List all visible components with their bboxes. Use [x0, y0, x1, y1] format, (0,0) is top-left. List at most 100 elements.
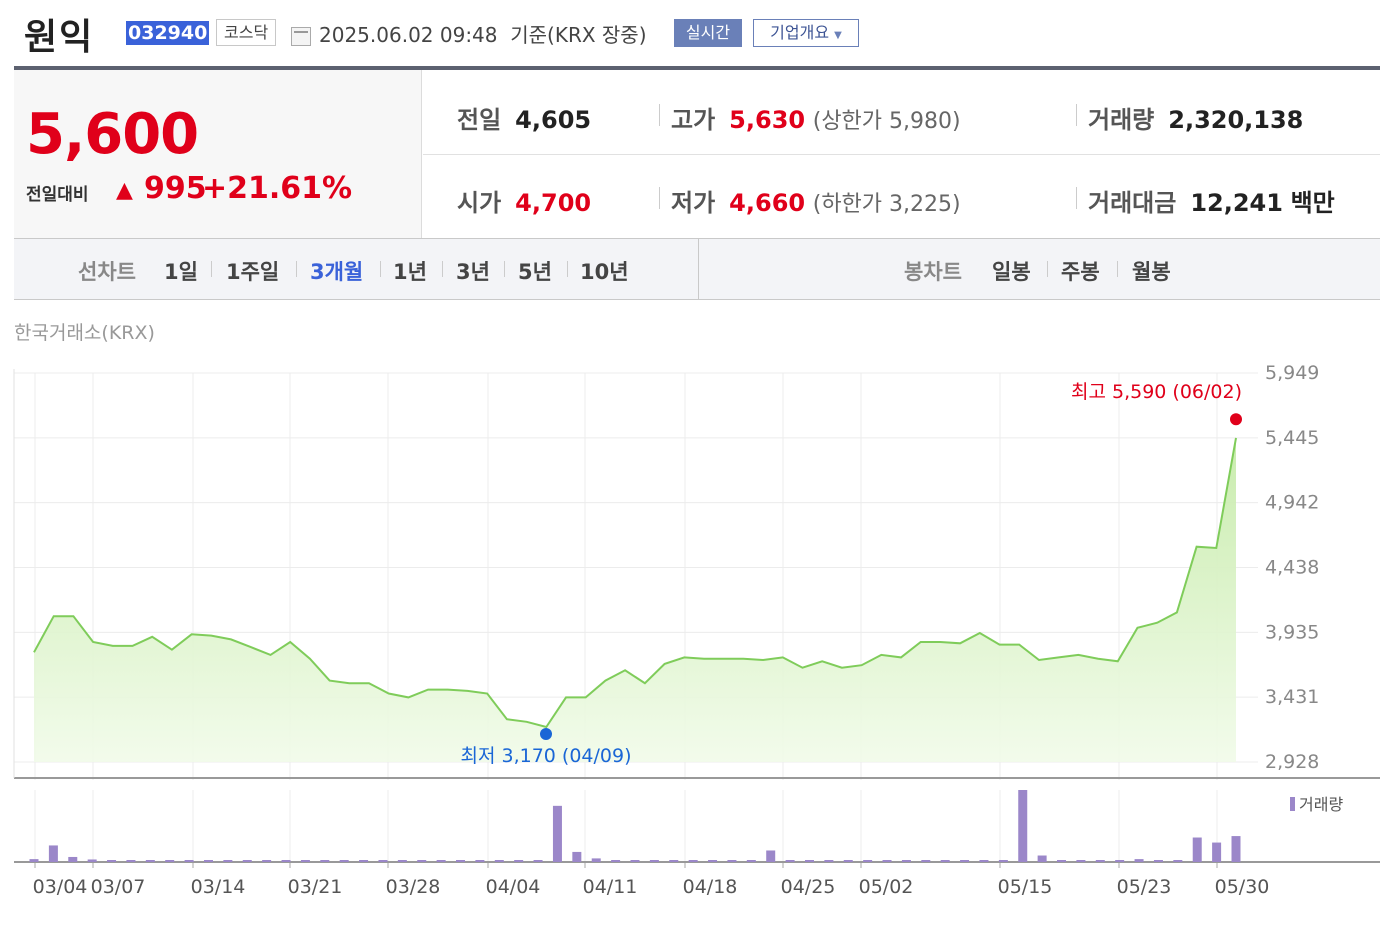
- tab-monthly[interactable]: 월봉: [1132, 260, 1171, 284]
- volume-bar: [1037, 855, 1047, 862]
- volume-bar: [766, 850, 776, 862]
- tab-5y[interactable]: 5년: [518, 260, 552, 284]
- prev-close: 전일 4,605: [457, 100, 591, 135]
- volume-bar: [708, 860, 718, 862]
- volume-bar: [68, 856, 78, 862]
- tab-1y[interactable]: 1년: [393, 260, 427, 284]
- tab-1w[interactable]: 1주일: [226, 260, 280, 284]
- volume-bar: [397, 860, 407, 862]
- amount-unit: 백만: [1290, 189, 1335, 217]
- volume-bar: [281, 860, 291, 862]
- amount-value: 12,241: [1190, 189, 1283, 217]
- volume-bar: [48, 845, 58, 862]
- tab-separator: [1047, 261, 1048, 277]
- price-tick-label: 3,431: [1265, 686, 1319, 708]
- volume-bar: [320, 860, 330, 862]
- volume-bar: [649, 860, 659, 862]
- volume-bar: [611, 860, 621, 862]
- low-label: 저가: [671, 189, 716, 217]
- tab-separator: [567, 261, 568, 277]
- volume-bar: [203, 860, 213, 862]
- tab-separator: [211, 261, 212, 277]
- up-arrow-icon: ▲: [116, 178, 133, 203]
- volume-legend-label: 거래량: [1299, 795, 1343, 814]
- volume-bars: [29, 790, 1241, 862]
- date-tick-label: 05/23: [1117, 876, 1172, 898]
- divider: [659, 187, 660, 209]
- tab-3m[interactable]: 3개월: [310, 260, 364, 284]
- tab-separator: [380, 261, 381, 277]
- tab-separator: [504, 261, 505, 277]
- volume-bar: [494, 860, 504, 862]
- volume-bar: [475, 860, 485, 862]
- volume-bar: [436, 860, 446, 862]
- volume-bar: [1173, 860, 1183, 862]
- price-tick-label: 5,949: [1265, 362, 1319, 384]
- volume-bar: [126, 860, 136, 862]
- price-box: 5,600 전일대비 ▲ 995 +21.61%: [14, 70, 422, 238]
- tab-weekly[interactable]: 주봉: [1061, 260, 1100, 284]
- prev-label: 전일: [457, 106, 502, 134]
- price-tick-label: 5,445: [1265, 427, 1319, 449]
- line-chart-label: 선차트: [78, 260, 136, 284]
- tab-separator: [296, 261, 297, 277]
- min-annotation: 최저 3,170 (04/09): [460, 745, 631, 767]
- date-tick-label: 05/30: [1215, 876, 1270, 898]
- date-tick-label: 04/04: [486, 876, 541, 898]
- volume-bar: [824, 860, 834, 862]
- volume-bar: [456, 860, 466, 862]
- volume-bar: [1153, 860, 1163, 862]
- volume-bar: [533, 860, 543, 862]
- open-price: 시가 4,700: [457, 183, 591, 218]
- volume-bar: [863, 860, 873, 862]
- quote-summary: 5,600 전일대비 ▲ 995 +21.61% 전일 4,605 고가 5,630…: [14, 66, 1380, 239]
- prev-value: 4,605: [515, 106, 592, 134]
- volume-bar: [223, 860, 233, 862]
- dropdown-arrow-icon: ▼: [834, 30, 842, 41]
- change-value: 995: [144, 171, 207, 206]
- date-tick-label: 04/25: [781, 876, 836, 898]
- volume-bar: [804, 860, 814, 862]
- volume-bar: [843, 860, 853, 862]
- divider: [659, 104, 660, 126]
- volume-bar: [184, 860, 194, 862]
- tab-1d[interactable]: 1일: [164, 260, 198, 284]
- volume-bar: [107, 860, 117, 862]
- volume-bar: [1212, 842, 1222, 862]
- company-overview-button[interactable]: 기업개요 ▼: [753, 19, 859, 47]
- date-tick-label: 03/07: [91, 876, 146, 898]
- realtime-button[interactable]: 실시간: [674, 19, 742, 47]
- volume-bar: [785, 860, 795, 862]
- volume-bar: [87, 859, 97, 862]
- divider: [1076, 104, 1077, 126]
- date-tick-label: 03/21: [288, 876, 343, 898]
- volume-bar: [1057, 860, 1067, 862]
- volume-bar: [998, 860, 1008, 862]
- candle-chart-label: 봉차트: [904, 260, 962, 284]
- tab-daily[interactable]: 일봉: [992, 260, 1031, 284]
- datetime-value: 2025.06.02 09:48: [319, 23, 498, 47]
- volume-bar: [300, 860, 310, 862]
- volume-bar: [669, 860, 679, 862]
- volume-legend-swatch: [1290, 797, 1295, 811]
- stock-code[interactable]: 032940: [126, 21, 210, 45]
- price-tick-label: 3,935: [1265, 621, 1319, 643]
- volume-bar: [29, 859, 39, 862]
- volume-bar: [262, 860, 272, 862]
- company-overview-label: 기업개요: [770, 23, 830, 42]
- open-value: 4,700: [515, 189, 592, 217]
- price-area-fill: [34, 437, 1236, 762]
- volume-bar: [979, 860, 989, 862]
- volume-bar: [359, 860, 369, 862]
- day-high: 고가 5,630 (상한가 5,980): [671, 100, 961, 135]
- volume-bar: [339, 860, 349, 862]
- price-tick-label: 4,942: [1265, 492, 1319, 514]
- tab-10y[interactable]: 10년: [580, 260, 629, 284]
- stock-header: 원익 032940 코스닥 2025.06.02 09:48 기준(KRX 장중…: [14, 0, 1380, 66]
- tab-3y[interactable]: 3년: [456, 260, 490, 284]
- trade-amount: 거래대금 12,241 백만: [1088, 183, 1335, 218]
- volume-bar: [572, 851, 582, 862]
- change-label: 전일대비: [26, 185, 89, 205]
- date-tick-label: 04/11: [583, 876, 638, 898]
